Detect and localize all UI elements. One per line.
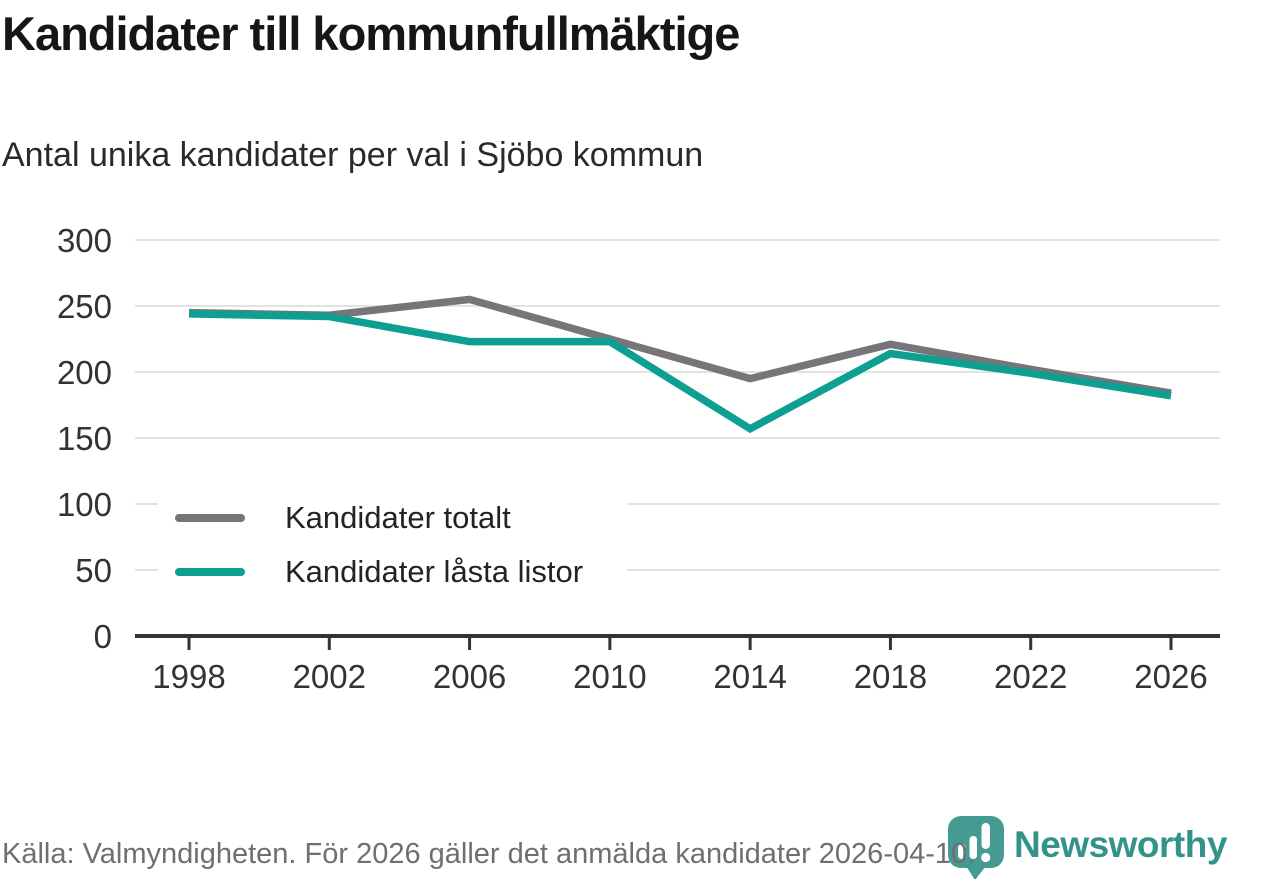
x-tick-label-2006: 2006 — [433, 658, 506, 695]
legend-item-kandidater-lasta-listor: Kandidater låsta listor — [175, 550, 583, 594]
y-tick-label-200: 200 — [57, 354, 112, 391]
x-tick-label-2026: 2026 — [1134, 658, 1207, 695]
legend-label-kandidater-totalt: Kandidater totalt — [285, 500, 511, 535]
source-text: Källa: Valmyndigheten. För 2026 gäller d… — [2, 838, 976, 870]
y-tick-label-250: 250 — [57, 288, 112, 325]
x-tick-label-2022: 2022 — [994, 658, 1067, 695]
newsworthy-wordmark: Newsworthy — [1014, 824, 1227, 865]
chart-title: Kandidater till kommunfullmäktige — [2, 7, 740, 60]
x-tick-label-2010: 2010 — [573, 658, 646, 695]
line-chart: 0 50 100 150 200 250 300 1998 2002 2006 2010 2014 20… — [57, 222, 1220, 695]
x-tick-label-1998: 1998 — [152, 658, 225, 695]
legend-label-kandidater-lasta-listor: Kandidater låsta listor — [285, 554, 584, 589]
legend-swatch-kandidater-lasta-listor — [175, 568, 245, 576]
y-tick-label-50: 50 — [75, 552, 112, 589]
legend-swatch-kandidater-totalt — [175, 514, 245, 522]
x-tick-label-2018: 2018 — [854, 658, 927, 695]
y-tick-label-300: 300 — [57, 222, 112, 259]
y-tick-label-100: 100 — [57, 486, 112, 523]
legend-item-kandidater-totalt: Kandidater totalt — [175, 496, 583, 540]
x-tick-label-2002: 2002 — [293, 658, 366, 695]
y-tick-label-0: 0 — [94, 618, 112, 655]
series-line-lasta-listor — [188, 310, 1172, 434]
newsworthy-logo-icon — [948, 816, 1004, 879]
chart-subtitle: Antal unika kandidater per val i Sjöbo k… — [2, 136, 704, 174]
chart-legend: Kandidater totalt Kandidater låsta listo… — [158, 486, 628, 606]
y-tick-label-150: 150 — [57, 420, 112, 457]
x-tick-label-2014: 2014 — [713, 658, 786, 695]
series-line-totalt — [188, 295, 1172, 397]
